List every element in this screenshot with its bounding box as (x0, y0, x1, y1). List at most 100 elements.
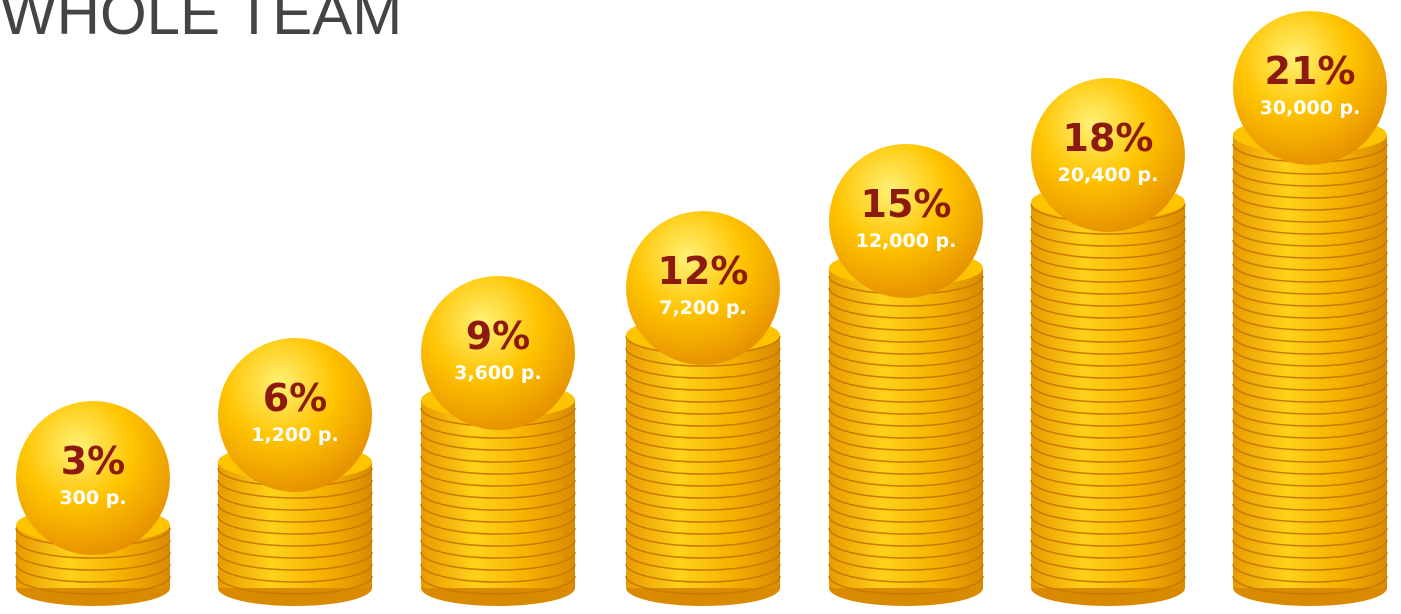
coin-edge (1232, 551, 1388, 571)
coin-edge (625, 419, 781, 439)
amount: 1,200 р. (251, 424, 339, 446)
coin-edge (828, 443, 984, 463)
coin-edge (15, 575, 171, 595)
coin-edge (828, 527, 984, 547)
coin-edge (1232, 443, 1388, 463)
coin-edge (1232, 347, 1388, 367)
coin-edge (625, 467, 781, 487)
coin-edge (217, 563, 373, 583)
coin-edge (1030, 251, 1186, 271)
coin-edge (828, 491, 984, 511)
coin-edge (217, 479, 373, 499)
percent: 3% (61, 439, 126, 483)
coin-edge (625, 479, 781, 499)
coin-edge (420, 515, 576, 535)
coin-edge (15, 539, 171, 559)
coin-edge (1030, 407, 1186, 427)
coin-face (1031, 78, 1185, 232)
coin-edge (1232, 527, 1388, 547)
coin-stack: 18% 20,400 р. (1030, 78, 1186, 606)
coin-edge (828, 287, 984, 307)
coin-edge (1030, 239, 1186, 259)
coin-edge (1232, 167, 1388, 187)
percent: 9% (466, 314, 531, 358)
coin-edge (828, 347, 984, 367)
coin-stack: 15% 12,000 р. (828, 144, 984, 606)
coin-edge (1030, 419, 1186, 439)
coin-edge (828, 563, 984, 583)
coin-edge (420, 575, 576, 595)
coin-edge (1030, 347, 1186, 367)
coin-face (829, 144, 983, 298)
coin-edge (1232, 323, 1388, 343)
coin-edge (1232, 239, 1388, 259)
coin-edge (1232, 503, 1388, 523)
coin-edge (1030, 551, 1186, 571)
coin-face (16, 401, 170, 555)
title: WHOLE TEAM (0, 0, 402, 47)
coin-edge (1232, 203, 1388, 223)
coin-edge (420, 455, 576, 475)
coin-edge (1232, 251, 1388, 271)
amount: 3,600 р. (454, 362, 542, 384)
coin-face (1233, 11, 1387, 165)
coin-edge (1232, 275, 1388, 295)
stack-side (829, 268, 983, 588)
coin-edge (1030, 575, 1186, 595)
coin-edge (1030, 455, 1186, 475)
coin-edge (828, 395, 984, 415)
coin-edge (1232, 515, 1388, 535)
coin-edge (828, 503, 984, 523)
coin-edge (625, 359, 781, 379)
coin-edge (1030, 287, 1186, 307)
coin-edge (1232, 299, 1388, 319)
coin-edge (1030, 443, 1186, 463)
stack-side (1031, 202, 1185, 588)
coin-edge (1030, 383, 1186, 403)
coin-edge (1030, 491, 1186, 511)
coin-edge (1030, 275, 1186, 295)
coin-edge (1030, 503, 1186, 523)
coin-edge (420, 467, 576, 487)
coin-edge (828, 455, 984, 475)
coin-edge (1030, 431, 1186, 451)
coin-edge (828, 299, 984, 319)
percent: 21% (1265, 49, 1356, 93)
coin-edge (1030, 371, 1186, 391)
coin-edge (828, 383, 984, 403)
coin-edge (1030, 479, 1186, 499)
coin-edge (828, 467, 984, 487)
coin-edge (1232, 335, 1388, 355)
coin-edge (1030, 563, 1186, 583)
coin-edge (217, 527, 373, 547)
coin-edge (1232, 263, 1388, 283)
coin-edge (1232, 575, 1388, 595)
coin-edge (625, 431, 781, 451)
coin-edge (420, 563, 576, 583)
coin-edge (1030, 359, 1186, 379)
coin-edge (828, 431, 984, 451)
coin-edge (1030, 395, 1186, 415)
coin-edge (625, 539, 781, 559)
amount: 30,000 р. (1260, 97, 1361, 119)
percent: 6% (263, 376, 328, 420)
coin-edge (420, 527, 576, 547)
amount: 20,400 р. (1058, 164, 1159, 186)
coin-edge (1232, 311, 1388, 331)
coin-edge (1232, 491, 1388, 511)
coin-edge (625, 407, 781, 427)
coin-edge (625, 371, 781, 391)
coin-edge (1232, 383, 1388, 403)
coin-edge (1232, 407, 1388, 427)
coin-edge (828, 479, 984, 499)
amount: 300 р. (59, 487, 126, 509)
coin-edge (1232, 359, 1388, 379)
coin-edge (420, 431, 576, 451)
coin-edge (828, 551, 984, 571)
coin-edge (1030, 323, 1186, 343)
coin-edge (828, 575, 984, 595)
coin-edge (1030, 263, 1186, 283)
coin-edge (1232, 227, 1388, 247)
coin-edge (1232, 371, 1388, 391)
